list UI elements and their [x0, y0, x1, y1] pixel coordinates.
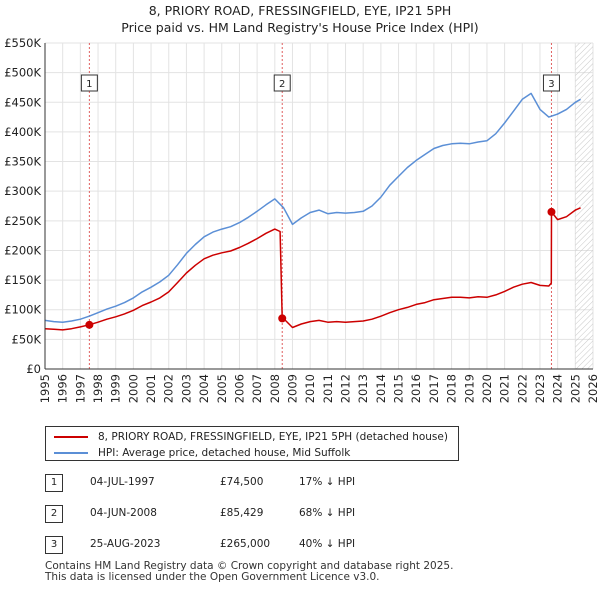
transaction-date: 25-AUG-2023: [90, 538, 161, 550]
sale-number-box: [80, 74, 98, 92]
chart-title: 8, PRIORY ROAD, FRESSINGFIELD, EYE, IP21…: [148, 3, 452, 18]
x-tick-label: 2013: [356, 374, 370, 403]
y-tick-label: £50K: [12, 332, 42, 346]
y-tick-label: £450K: [4, 95, 41, 109]
legend-entry-property: 8, PRIORY ROAD, FRESSINGFIELD, EYE, IP21…: [54, 429, 448, 445]
y-tick-label: £350K: [4, 155, 41, 169]
x-tick-label: 2019: [462, 374, 476, 403]
transaction-hpi-diff: 40% ↓ HPI: [299, 538, 356, 550]
x-tick-label: 2011: [321, 374, 335, 403]
y-tick-label: £250K: [4, 214, 41, 228]
x-tick-label: 2020: [480, 374, 494, 403]
sale-point: [85, 320, 94, 329]
y-tick-label: £0: [26, 362, 41, 376]
x-tick-label: 2025: [568, 374, 582, 403]
x-tick-label: 2018: [445, 374, 459, 403]
x-tick-label: 2004: [197, 374, 211, 403]
transaction-date: 04-JUN-2008: [90, 507, 157, 519]
sale-point: [278, 314, 287, 323]
x-tick-label: 1995: [38, 374, 52, 403]
sale-number-box: [273, 74, 291, 92]
transaction-price: £85,429: [220, 507, 264, 519]
x-tick-label: 1999: [109, 374, 123, 403]
x-tick-label: 2021: [498, 374, 512, 403]
x-tick-label: 2024: [551, 374, 565, 403]
x-tick-label: 1996: [56, 374, 70, 403]
x-tick-label: 2015: [392, 374, 406, 403]
transaction-row: 1 04-JUL-1997 £74,500 17% ↓ HPI: [45, 474, 385, 494]
x-tick-label: 2016: [409, 374, 423, 403]
legend: 8, PRIORY ROAD, FRESSINGFIELD, EYE, IP21…: [45, 426, 459, 461]
transaction-number: 2: [45, 505, 63, 523]
x-tick-label: 2001: [144, 374, 158, 403]
transaction-date: 04-JUL-1997: [90, 476, 155, 488]
x-tick-label: 2010: [303, 374, 317, 403]
transaction-hpi-diff: 68% ↓ HPI: [299, 507, 356, 519]
x-tick-label: 2002: [162, 374, 176, 403]
x-tick-label: 2006: [232, 374, 246, 403]
x-tick-label: 1998: [91, 374, 105, 403]
x-tick-label: 2003: [179, 374, 193, 403]
y-tick-label: £100K: [4, 303, 41, 317]
x-tick-label: 2007: [250, 374, 264, 403]
footer-copyright: Contains HM Land Registry data © Crown c…: [45, 560, 454, 572]
legend-label-property: 8, PRIORY ROAD, FRESSINGFIELD, EYE, IP21…: [98, 431, 448, 443]
legend-swatch-property: [54, 436, 88, 438]
sale-number-label: 2: [279, 79, 285, 90]
x-tick-label: 2000: [126, 374, 140, 403]
transaction-price: £265,000: [220, 538, 271, 550]
y-tick-label: £400K: [4, 125, 41, 139]
x-tick-label: 2022: [515, 374, 529, 403]
transaction-number: 3: [45, 536, 63, 554]
y-tick-label: £150K: [4, 273, 41, 287]
x-tick-label: 2005: [215, 374, 229, 403]
chart-title-block: 8, PRIORY ROAD, FRESSINGFIELD, EYE, IP21…: [0, 2, 600, 36]
x-tick-label: 2026: [586, 374, 600, 403]
transaction-row: 2 04-JUN-2008 £85,429 68% ↓ HPI: [45, 505, 385, 525]
x-tick-label: 1997: [73, 374, 87, 403]
y-tick-label: £500K: [4, 66, 41, 80]
x-tick-label: 2008: [268, 374, 282, 403]
plot-area: [45, 43, 593, 369]
price-chart: 1 2 3 £0 £50K £100K £150K £200K £250K £300K £350K…: [4, 36, 600, 403]
legend-label-hpi: HPI: Average price, detached house, Mid …: [98, 447, 351, 459]
x-tick-label: 2023: [533, 374, 547, 403]
x-tick-label: 2009: [285, 374, 299, 403]
sale-point: [547, 207, 556, 216]
transaction-hpi-diff: 17% ↓ HPI: [299, 476, 356, 488]
sale-number-label: 1: [86, 79, 92, 90]
transaction-price: £74,500: [220, 476, 264, 488]
x-tick-label: 2017: [427, 374, 441, 403]
x-tick-label: 2012: [339, 374, 353, 403]
legend-entry-hpi: HPI: Average price, detached house, Mid …: [54, 445, 350, 461]
legend-swatch-hpi: [54, 452, 88, 454]
transaction-number: 1: [45, 474, 63, 492]
footer: Contains HM Land Registry data © Crown c…: [45, 561, 453, 583]
transaction-row: 3 25-AUG-2023 £265,000 40% ↓ HPI: [45, 536, 385, 556]
x-tick-label: 2014: [374, 374, 388, 403]
footer-licence: This data is licensed under the Open Gov…: [45, 571, 380, 583]
sale-number-box: [542, 74, 560, 92]
hpi-line: [44, 92, 581, 323]
y-tick-label: £200K: [4, 243, 41, 257]
y-tick-label: £550K: [4, 36, 41, 50]
sale-number-label: 3: [548, 79, 554, 90]
forecast-hatch: [575, 43, 593, 369]
chart-subtitle: Price paid vs. HM Land Registry's House …: [121, 20, 479, 35]
property-price-line: [44, 207, 581, 331]
y-tick-label: £300K: [4, 184, 41, 198]
